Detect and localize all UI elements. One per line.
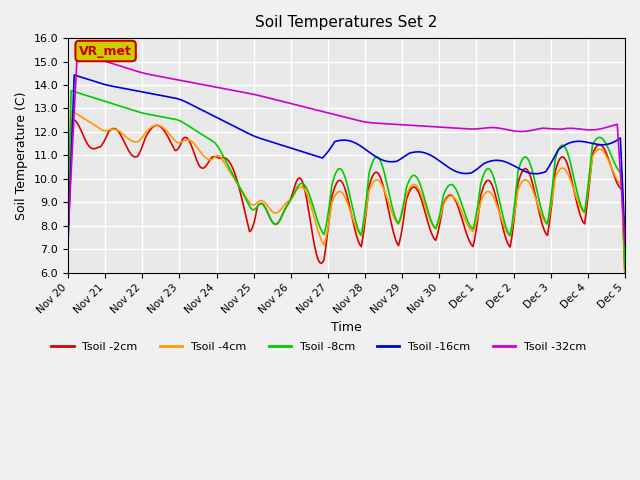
Tsoil -32cm [309,106,317,112]
Tsoil -8cm [67,88,75,94]
Tsoil -4cm [232,178,239,183]
Tsoil -16cm [621,237,629,243]
Tsoil -8cm [260,202,268,208]
Line: Tsoil -4cm: Tsoil -4cm [68,110,625,276]
Tsoil -4cm [592,149,600,155]
Tsoil -32cm [592,127,600,132]
Tsoil -16cm [309,152,317,158]
Text: VR_met: VR_met [79,45,132,58]
Line: Tsoil -32cm: Tsoil -32cm [68,52,625,244]
Tsoil -16cm [592,141,600,147]
Tsoil -8cm [232,177,239,182]
Tsoil -2cm [64,234,72,240]
Tsoil -32cm [232,88,239,94]
Tsoil -2cm [67,116,75,122]
Tsoil -2cm [260,202,268,208]
Tsoil -32cm [74,49,81,55]
Line: Tsoil -2cm: Tsoil -2cm [68,119,625,279]
Tsoil -16cm [64,240,72,246]
Tsoil -8cm [250,207,258,213]
Tsoil -2cm [232,173,239,179]
Tsoil -4cm [621,274,629,279]
Tsoil -4cm [260,199,268,204]
Tsoil -4cm [309,210,317,216]
Line: Tsoil -8cm: Tsoil -8cm [68,91,625,269]
Tsoil -32cm [64,229,72,235]
Title: Soil Temperatures Set 2: Soil Temperatures Set 2 [255,15,438,30]
Tsoil -8cm [309,204,317,209]
Tsoil -4cm [64,228,72,234]
Tsoil -16cm [232,124,239,130]
Tsoil -8cm [592,137,600,143]
Tsoil -4cm [134,139,141,144]
Tsoil -8cm [134,109,141,115]
Y-axis label: Soil Temperature (C): Soil Temperature (C) [15,91,28,219]
Tsoil -32cm [260,94,268,99]
Tsoil -4cm [67,108,75,113]
Tsoil -8cm [621,266,629,272]
Line: Tsoil -16cm: Tsoil -16cm [68,75,625,243]
Tsoil -16cm [134,88,141,94]
Tsoil -16cm [260,136,268,142]
Tsoil -4cm [250,202,258,208]
Tsoil -2cm [592,145,600,151]
Tsoil -32cm [621,241,629,247]
Tsoil -2cm [250,219,258,225]
Tsoil -16cm [70,72,78,78]
Tsoil -32cm [134,69,141,74]
Tsoil -2cm [309,235,317,241]
X-axis label: Time: Time [331,321,362,334]
Tsoil -8cm [64,216,72,222]
Tsoil -32cm [250,92,258,97]
Legend: Tsoil -2cm, Tsoil -4cm, Tsoil -8cm, Tsoil -16cm, Tsoil -32cm: Tsoil -2cm, Tsoil -4cm, Tsoil -8cm, Tsoi… [47,337,590,356]
Tsoil -2cm [621,276,629,282]
Tsoil -16cm [250,133,258,139]
Tsoil -2cm [134,153,141,159]
